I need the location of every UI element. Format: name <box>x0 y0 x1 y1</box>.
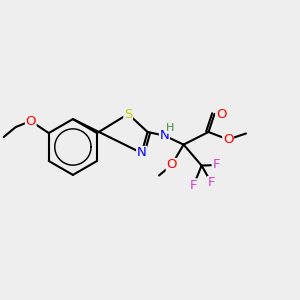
Text: O: O <box>26 115 36 128</box>
Text: N: N <box>160 129 169 142</box>
Text: O: O <box>216 107 226 121</box>
Text: F: F <box>208 176 215 190</box>
Text: O: O <box>223 133 233 146</box>
Text: S: S <box>124 107 132 121</box>
Text: F: F <box>190 179 197 192</box>
Text: N: N <box>137 146 146 160</box>
Text: H: H <box>166 123 175 133</box>
Text: F: F <box>212 158 220 172</box>
Text: O: O <box>166 158 177 172</box>
